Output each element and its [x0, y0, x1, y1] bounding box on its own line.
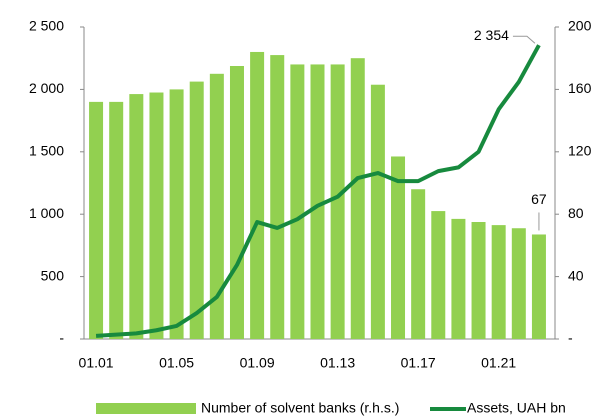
bar [129, 94, 144, 339]
x-tick-label: 01.21 [481, 355, 516, 371]
bar [330, 64, 345, 339]
bar [209, 73, 224, 340]
data-label: 2 354 [474, 27, 509, 43]
x-tick-label: 01.13 [320, 355, 355, 371]
bar [370, 84, 385, 339]
x-tick-label: 01.05 [159, 355, 194, 371]
y2-tick-label: 40 [568, 267, 584, 283]
bar [109, 101, 124, 339]
data-label: 67 [531, 191, 547, 207]
bar [149, 92, 164, 340]
x-tick-label: 01.17 [401, 355, 436, 371]
y-tick-label: 2 000 [29, 80, 64, 96]
legend-label: Number of solvent banks (r.h.s.) [201, 400, 399, 416]
y2-tick-label: 200 [568, 18, 592, 34]
bar [471, 222, 486, 339]
bar [189, 81, 204, 339]
y2-tick-label: 120 [568, 143, 592, 159]
y2-tick-label: 160 [568, 80, 592, 96]
y-tick-label: 500 [41, 267, 65, 283]
bar [431, 211, 446, 339]
bar [451, 218, 466, 339]
bar [350, 58, 365, 339]
y-tick-label: 1 000 [29, 205, 64, 221]
bar [229, 66, 244, 339]
bar [511, 228, 526, 339]
bar [491, 225, 506, 339]
x-tick-label: 01.09 [240, 355, 275, 371]
bar [89, 101, 104, 339]
y-tick-label: 1 500 [29, 143, 64, 159]
bar [290, 64, 305, 339]
bar [391, 156, 406, 339]
bar [310, 64, 325, 339]
leader-line [512, 35, 536, 44]
y2-tick-label: - [568, 330, 573, 346]
y-tick-label: - [59, 330, 64, 346]
bar [169, 89, 184, 340]
legend-swatch [96, 403, 196, 414]
bar [531, 234, 546, 339]
bar [411, 189, 426, 339]
y2-tick-label: 80 [568, 205, 584, 221]
x-tick-label: 01.01 [79, 355, 114, 371]
y-tick-label: 2 500 [29, 18, 64, 34]
bar [270, 55, 285, 340]
bar [250, 51, 265, 340]
legend-label: Assets, UAH bn [467, 400, 566, 416]
line [95, 44, 541, 338]
